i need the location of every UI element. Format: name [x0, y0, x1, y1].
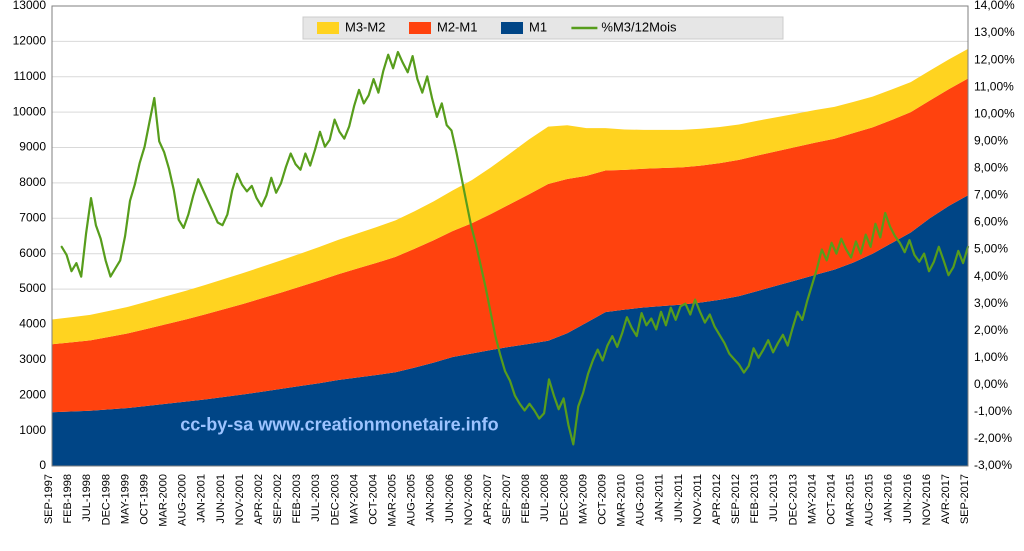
y-left-tick: 11000 [14, 69, 47, 83]
y-right-tick: 5,00% [974, 242, 1008, 256]
x-tick: OCT-2014 [825, 474, 837, 525]
x-tick: APR-2012 [711, 474, 723, 525]
x-tick: DEC-1998 [100, 474, 112, 525]
legend-swatch [409, 22, 431, 34]
x-tick: MAR-2005 [387, 474, 399, 527]
x-tick: JUL-2008 [539, 474, 551, 522]
legend-label: M1 [529, 19, 547, 34]
x-tick: NOV-2001 [234, 474, 246, 525]
x-tick: SEP-2017 [959, 474, 971, 524]
x-tick: SEP-2002 [272, 474, 284, 524]
x-tick: JUN-2011 [673, 474, 685, 523]
x-tick: JUL-1998 [81, 474, 93, 522]
y-left-tick: 9000 [19, 140, 46, 154]
x-tick: OCT-2004 [367, 474, 379, 525]
y-right-tick: 3,00% [974, 296, 1008, 310]
x-tick: APR-2002 [253, 474, 265, 525]
y-right-tick: 12,00% [974, 52, 1015, 66]
x-tick: DEC-2008 [558, 474, 570, 525]
legend-label: M3-M2 [345, 19, 385, 34]
x-tick: MAY-1999 [119, 474, 131, 524]
y-right-tick: -3,00% [974, 458, 1012, 472]
x-tick: JUN-2016 [902, 474, 914, 524]
x-tick: DEC-2003 [329, 474, 341, 525]
x-tick: JUN-2006 [444, 474, 456, 524]
x-tick: SEP-1997 [43, 474, 55, 524]
y-right-tick: -2,00% [974, 431, 1012, 445]
x-tick: FEB-2013 [749, 474, 761, 524]
x-tick: AVR-2017 [940, 474, 952, 524]
chart-svg: 0 1000 2000 3000 4000 5000 6000 7000 8000 9000 100… [0, 0, 1024, 551]
legend-label: %M3/12Mois [601, 19, 677, 34]
x-tick: JUN-2001 [215, 474, 227, 524]
legend-label: M2-M1 [437, 19, 477, 34]
x-tick: MAR-2010 [616, 474, 628, 527]
x-tick: JUL-2003 [310, 474, 322, 522]
y-right-tick: 14,00% [974, 0, 1015, 12]
x-tick: FEB-1998 [62, 474, 74, 524]
y-left-tick: 7000 [19, 210, 46, 224]
y-right-tick: -1,00% [974, 404, 1012, 418]
y-left-tick: 2000 [19, 387, 46, 401]
y-right-tick: 0,00% [974, 377, 1008, 391]
legend-swatch [501, 22, 523, 34]
y-left-tick: 5000 [19, 281, 46, 295]
y-left-tick: 3000 [19, 352, 46, 366]
legend-swatch [317, 22, 339, 34]
x-tick: SEP-2012 [730, 474, 742, 524]
x-tick: JAN-2001 [196, 474, 208, 523]
x-tick: NOV-2016 [921, 474, 933, 525]
x-tick: NOV-2011 [692, 474, 704, 525]
x-tick: JAN-2006 [425, 474, 437, 523]
y-right-tick: 8,00% [974, 161, 1008, 175]
y-right-tick: 10,00% [974, 106, 1015, 120]
y-left-tick: 1000 [19, 423, 46, 437]
y-right-tick: 2,00% [974, 323, 1008, 337]
x-tick: FEB-2008 [520, 474, 532, 524]
y-left-tick: 8000 [19, 175, 46, 189]
y-left-tick: 4000 [19, 317, 46, 331]
x-tick: AUG-2000 [177, 474, 189, 526]
x-tick: FEB-2003 [291, 474, 303, 524]
y-right-tick: 6,00% [974, 215, 1008, 229]
x-tick: AUG-2015 [864, 474, 876, 526]
x-tick: APR-2007 [482, 474, 494, 525]
y-right-tick: 1,00% [974, 350, 1008, 364]
y-left-tick: 6000 [19, 246, 46, 260]
x-tick: OCT-2009 [596, 474, 608, 525]
x-tick: AUG-2005 [406, 474, 418, 526]
x-tick: JUL-2013 [768, 474, 780, 522]
x-tick: OCT-1999 [138, 474, 150, 525]
y-right-tick: 4,00% [974, 269, 1008, 283]
x-tick: MAR-2015 [845, 474, 857, 527]
y-left-tick: 12000 [13, 34, 47, 48]
x-tick: JAN-2016 [883, 474, 895, 523]
x-tick: MAY-2009 [577, 474, 589, 524]
x-tick: MAY-2004 [348, 474, 360, 524]
y-right-tick: 11,00% [974, 79, 1014, 93]
y-left-tick: 0 [39, 458, 46, 472]
x-tick: NOV-2006 [463, 474, 475, 525]
y-left-tick: 13000 [13, 0, 47, 12]
y-right-tick: 13,00% [974, 25, 1015, 39]
y-left-tick: 10000 [13, 104, 47, 118]
x-tick: SEP-2007 [501, 474, 513, 524]
x-tick: JAN-2011 [654, 474, 666, 522]
money-supply-chart: 0 1000 2000 3000 4000 5000 6000 7000 8000 9000 100… [0, 0, 1024, 551]
x-tick: DEC-2013 [787, 474, 799, 525]
x-tick: AUG-2010 [635, 474, 647, 526]
x-tick: MAR-2000 [158, 474, 170, 527]
watermark-text: cc-by-sa www.creationmonetaire.info [180, 415, 498, 435]
x-tick: MAY-2014 [806, 474, 818, 524]
y-right-tick: 7,00% [974, 188, 1008, 202]
y-right-tick: 9,00% [974, 133, 1008, 147]
